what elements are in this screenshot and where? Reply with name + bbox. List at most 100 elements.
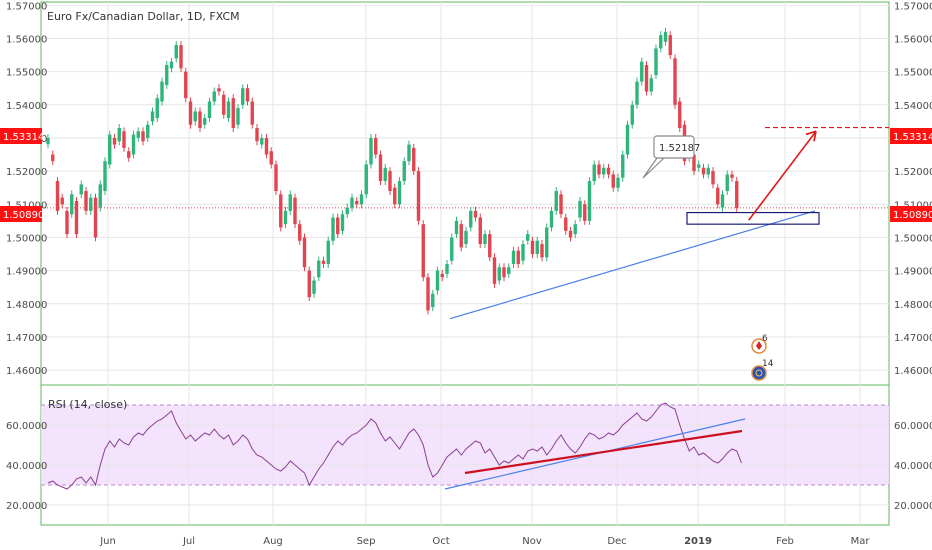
- candle-body: [359, 194, 364, 205]
- candle-body: [250, 101, 254, 125]
- candle-body: [407, 144, 411, 162]
- time-tick-label: Jul: [182, 536, 195, 547]
- candle-body: [184, 71, 188, 99]
- candle-body: [469, 210, 473, 228]
- candle-body: [725, 174, 729, 192]
- candle-body: [336, 217, 340, 235]
- rsi-line: [47, 402, 742, 490]
- candle-body: [108, 134, 112, 165]
- candle-body: [141, 131, 145, 142]
- candle-body: [483, 234, 487, 245]
- target-price-tag-left-bg: [0, 128, 42, 144]
- price-tick-label-left: 1.47000: [6, 333, 47, 344]
- candle-body: [663, 31, 668, 42]
- candle-body: [583, 204, 587, 221]
- candle-body: [70, 194, 74, 215]
- candle-body: [706, 167, 710, 175]
- candle-body: [317, 260, 321, 278]
- candle-body: [564, 217, 568, 231]
- candle-body: [602, 167, 606, 175]
- support-zone[interactable]: [686, 211, 820, 225]
- target-price-tag-right: 1.53314: [893, 132, 932, 143]
- target-price-tag-left: 1.53314: [3, 132, 44, 143]
- rsi-tick-label-left: 60.0000: [6, 421, 47, 432]
- price-tick-label-right: 1.48000: [894, 300, 932, 311]
- candle-body: [454, 220, 459, 235]
- candle-body: [526, 234, 530, 241]
- price-tick-label-right: 1.50000: [894, 233, 932, 244]
- grid: [41, 2, 889, 525]
- candle-body: [393, 187, 397, 205]
- candle-body: [293, 197, 297, 225]
- event-badges[interactable]: 6 14: [751, 334, 774, 381]
- price-callout[interactable]: 1.52187: [642, 135, 700, 179]
- candle-body: [198, 111, 202, 129]
- projection-arrow-shaft[interactable]: [748, 130, 817, 221]
- time-tick-label: Dec: [607, 536, 626, 547]
- candle-body: [279, 194, 283, 228]
- candle-body: [46, 137, 50, 145]
- rsi-tick-label-right: 20.0000: [894, 501, 932, 512]
- time-tick-label: Aug: [263, 536, 283, 547]
- candle-body: [65, 210, 69, 235]
- price-tick-label-left: 1.48000: [6, 300, 47, 311]
- price-tick-label-right: 1.56000: [894, 34, 932, 45]
- last-price-tag-left: 1.50890: [3, 210, 44, 221]
- candle-body: [611, 174, 615, 188]
- rsi-tick-label-right: 60.0000: [894, 421, 932, 432]
- target-price-tag: 1.53314 1.53314: [0, 128, 932, 144]
- callout-text: 1.52187: [659, 143, 700, 154]
- price-pane-frame: [40, 1, 890, 386]
- candle-body: [160, 81, 164, 102]
- candle-body: [355, 200, 359, 205]
- candle-body: [193, 111, 197, 122]
- candle-body: [174, 45, 178, 59]
- price-tick-label-right: 1.46000: [894, 366, 932, 377]
- support-trendline[interactable]: [449, 210, 816, 320]
- candle-body: [597, 164, 601, 175]
- candle-body: [340, 214, 345, 231]
- candle-body: [226, 101, 231, 119]
- candle-body: [507, 267, 511, 274]
- candle-body: [264, 137, 269, 155]
- candle-body: [222, 94, 226, 115]
- price-tick-label-right: 1.47000: [894, 333, 932, 344]
- candle-body: [445, 263, 449, 274]
- candle-body: [98, 184, 102, 208]
- candle-body: [397, 181, 402, 205]
- candle-body: [378, 154, 383, 182]
- candle-body: [497, 267, 501, 281]
- candle-body: [435, 270, 440, 291]
- candle-body: [288, 194, 292, 211]
- price-tick-label-left: 1.49000: [6, 267, 47, 278]
- price-tick-label-right: 1.49000: [894, 267, 932, 278]
- rsi-tick-label-left: 20.0000: [6, 501, 47, 512]
- candle-body: [55, 181, 60, 211]
- candle-body: [169, 61, 174, 69]
- candle-body: [592, 164, 596, 182]
- candle-body: [640, 61, 644, 82]
- candle-body: [165, 65, 169, 85]
- time-tick-label: Nov: [522, 536, 542, 547]
- last-price-tag-right: 1.50890: [893, 210, 932, 221]
- candle-body: [668, 35, 672, 56]
- rsi-red-trendline[interactable]: [464, 429, 743, 475]
- time-tick-label: Jun: [99, 536, 116, 547]
- candle-body: [521, 244, 525, 261]
- last-price-tag: 1.50890 1.50890: [0, 206, 932, 222]
- candle-body: [74, 200, 79, 235]
- candle-body: [635, 81, 639, 105]
- eu-flag-icon[interactable]: [751, 365, 767, 381]
- candle-body: [269, 151, 273, 165]
- candle-body: [207, 101, 212, 119]
- candle-body: [136, 131, 140, 138]
- candle-body: [416, 171, 421, 221]
- candle-body: [302, 237, 307, 268]
- callout-box: [653, 135, 695, 159]
- candle-body: [697, 164, 701, 168]
- candle-body: [535, 240, 539, 255]
- price-tick-label-left: 1.51000: [6, 200, 47, 211]
- candle-body: [711, 171, 715, 185]
- price-tick-label-right: 1.54000: [894, 101, 932, 112]
